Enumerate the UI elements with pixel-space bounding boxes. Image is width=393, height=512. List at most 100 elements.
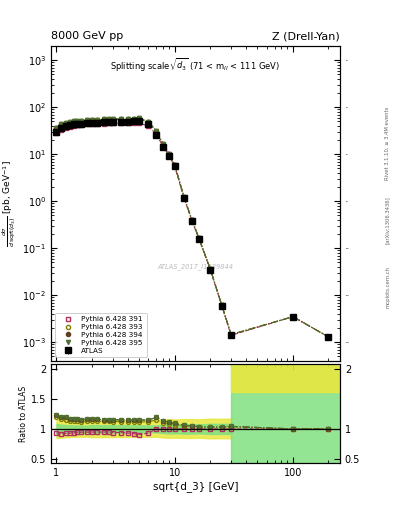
Pythia 6.428 393: [290, 314, 295, 320]
Pythia 6.428 394: [95, 117, 99, 123]
Pythia 6.428 391: [189, 218, 194, 224]
Y-axis label: $\frac{d\sigma}{d\,\mathrm{sqrt}(d_3)}$ [pb, GeV$^{-1}$]: $\frac{d\sigma}{d\,\mathrm{sqrt}(d_3)}$ …: [1, 160, 18, 247]
Pythia 6.428 393: [229, 332, 233, 338]
Pythia 6.428 394: [75, 118, 80, 124]
Text: mcplots.cern.ch: mcplots.cern.ch: [385, 266, 390, 308]
Pythia 6.428 395: [95, 117, 99, 123]
Pythia 6.428 395: [196, 235, 201, 241]
Pythia 6.428 395: [125, 116, 130, 122]
Pythia 6.428 394: [161, 141, 165, 147]
Pythia 6.428 391: [167, 153, 172, 159]
Line: Pythia 6.428 391: Pythia 6.428 391: [54, 121, 331, 339]
Pythia 6.428 395: [90, 117, 94, 123]
Pythia 6.428 391: [125, 120, 130, 126]
Pythia 6.428 395: [107, 116, 112, 122]
Pythia 6.428 394: [110, 116, 115, 122]
Pythia 6.428 391: [78, 122, 83, 128]
Text: Z (Drell-Yan): Z (Drell-Yan): [272, 31, 340, 41]
Text: ATLAS_2017_I1589844: ATLAS_2017_I1589844: [158, 263, 233, 270]
Pythia 6.428 391: [131, 120, 136, 126]
Pythia 6.428 394: [131, 116, 136, 122]
Pythia 6.428 393: [161, 142, 165, 148]
Pythia 6.428 391: [59, 127, 64, 133]
Line: Pythia 6.428 394: Pythia 6.428 394: [54, 116, 331, 339]
Pythia 6.428 395: [229, 331, 233, 337]
Pythia 6.428 391: [146, 123, 151, 129]
Pythia 6.428 394: [326, 334, 331, 340]
Pythia 6.428 394: [290, 314, 295, 320]
Pythia 6.428 395: [167, 151, 172, 157]
Pythia 6.428 395: [182, 194, 186, 200]
Pythia 6.428 395: [290, 314, 295, 320]
Pythia 6.428 393: [110, 117, 115, 123]
Pythia 6.428 391: [110, 120, 115, 126]
Pythia 6.428 394: [229, 331, 233, 337]
Pythia 6.428 395: [219, 302, 224, 308]
Pythia 6.428 393: [146, 119, 151, 125]
Text: [arXiv:1306.3436]: [arXiv:1306.3436]: [385, 196, 390, 244]
Pythia 6.428 393: [59, 122, 64, 128]
Text: 8000 GeV pp: 8000 GeV pp: [51, 31, 123, 41]
Pythia 6.428 393: [118, 116, 123, 122]
Pythia 6.428 393: [72, 119, 76, 125]
Pythia 6.428 391: [219, 303, 224, 309]
Pythia 6.428 394: [219, 302, 224, 308]
Line: Pythia 6.428 395: Pythia 6.428 395: [54, 116, 331, 339]
Pythia 6.428 395: [131, 116, 136, 122]
Pythia 6.428 393: [208, 266, 213, 272]
Pythia 6.428 395: [64, 120, 68, 126]
Pythia 6.428 395: [326, 334, 331, 340]
X-axis label: sqrt{d_3} [GeV]: sqrt{d_3} [GeV]: [153, 481, 238, 492]
Pythia 6.428 394: [146, 118, 151, 124]
Pythia 6.428 394: [78, 118, 83, 124]
Pythia 6.428 393: [131, 116, 136, 122]
Pythia 6.428 391: [137, 120, 141, 126]
Pythia 6.428 393: [167, 152, 172, 158]
Pythia 6.428 395: [101, 116, 106, 122]
Pythia 6.428 393: [326, 334, 331, 340]
Pythia 6.428 391: [54, 130, 59, 136]
Pythia 6.428 395: [118, 116, 123, 122]
Bar: [231, 364, 340, 392]
Pythia 6.428 393: [125, 116, 130, 122]
Pythia 6.428 394: [72, 118, 76, 124]
Pythia 6.428 394: [167, 151, 172, 157]
Pythia 6.428 393: [173, 162, 177, 168]
Pythia 6.428 391: [173, 163, 177, 169]
Pythia 6.428 391: [68, 123, 72, 130]
Pythia 6.428 394: [154, 128, 159, 134]
Pythia 6.428 393: [84, 118, 89, 124]
Pythia 6.428 393: [75, 118, 80, 124]
Pythia 6.428 394: [137, 115, 141, 121]
Pythia 6.428 393: [107, 117, 112, 123]
Pythia 6.428 393: [137, 116, 141, 122]
Pythia 6.428 393: [196, 235, 201, 241]
Text: Rivet 3.1.10, ≥ 3.4M events: Rivet 3.1.10, ≥ 3.4M events: [385, 106, 390, 180]
Pythia 6.428 394: [90, 117, 94, 123]
Pythia 6.428 394: [107, 116, 112, 122]
Pythia 6.428 393: [90, 117, 94, 123]
Pythia 6.428 391: [84, 121, 89, 127]
Pythia 6.428 395: [54, 124, 59, 131]
Pythia 6.428 395: [110, 116, 115, 122]
Pythia 6.428 394: [173, 162, 177, 168]
Text: Splitting scale$\sqrt{d_3}$ (71 < m$_{ll}$ < 111 GeV): Splitting scale$\sqrt{d_3}$ (71 < m$_{ll…: [110, 55, 281, 73]
Pythia 6.428 395: [208, 266, 213, 272]
Pythia 6.428 395: [154, 128, 159, 134]
Pythia 6.428 393: [189, 217, 194, 223]
Pythia 6.428 394: [208, 266, 213, 272]
Pythia 6.428 395: [189, 217, 194, 223]
Pythia 6.428 394: [54, 124, 59, 131]
Pythia 6.428 394: [118, 116, 123, 122]
Pythia 6.428 394: [59, 121, 64, 127]
Pythia 6.428 395: [173, 162, 177, 168]
Pythia 6.428 391: [154, 132, 159, 138]
Pythia 6.428 393: [219, 302, 224, 308]
Pythia 6.428 391: [107, 120, 112, 126]
Pythia 6.428 391: [101, 120, 106, 126]
Pythia 6.428 395: [68, 119, 72, 125]
Pythia 6.428 391: [95, 121, 99, 127]
Pythia 6.428 395: [72, 118, 76, 124]
Pythia 6.428 393: [95, 117, 99, 123]
Pythia 6.428 391: [118, 120, 123, 126]
